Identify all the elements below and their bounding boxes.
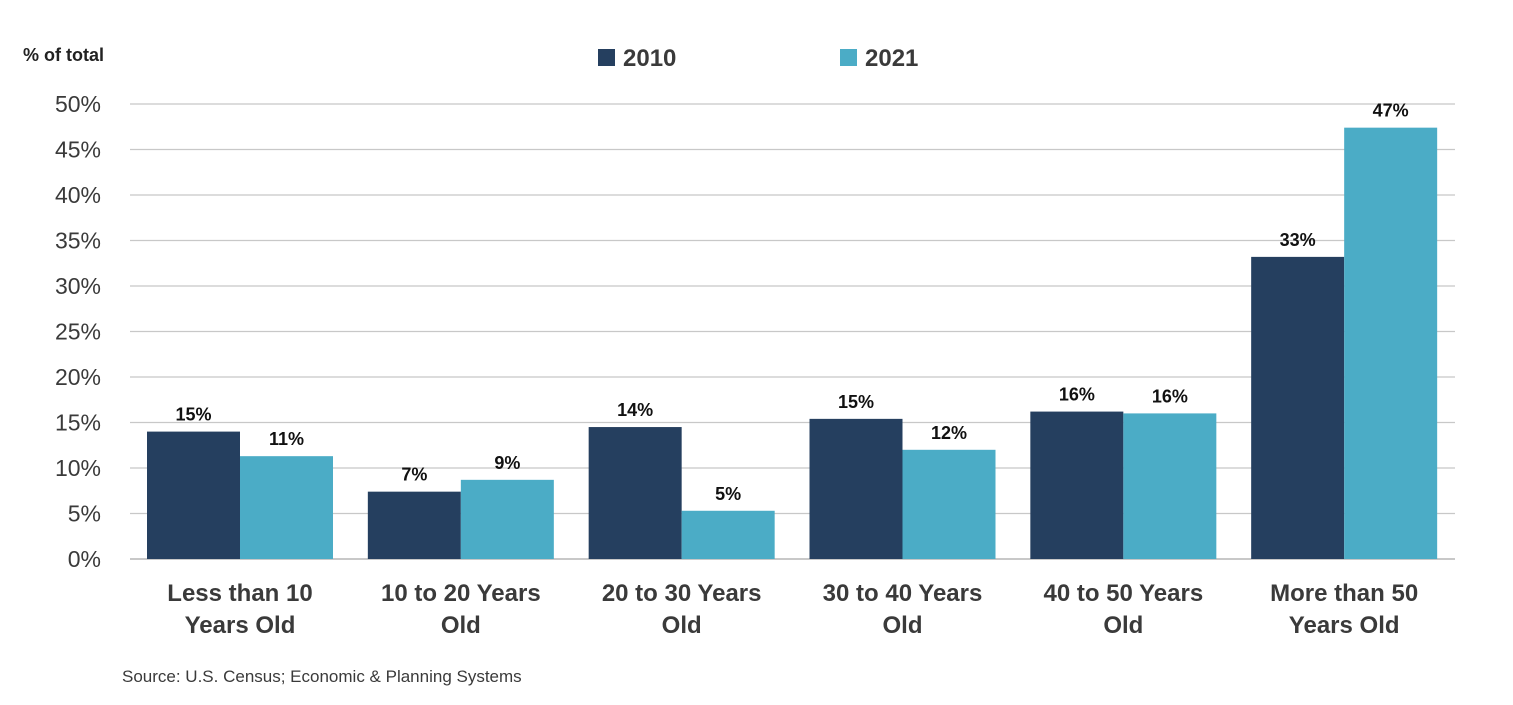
data-label: 11% [269, 429, 304, 449]
y-tick-label: 0% [68, 546, 101, 572]
bar-2021 [1344, 127, 1438, 559]
bar-2021 [681, 510, 775, 559]
x-category-label: More than 50 [1270, 580, 1418, 607]
y-tick-label: 45% [55, 137, 101, 163]
y-tick-label: 40% [55, 182, 101, 208]
source-note: Source: U.S. Census; Economic & Planning… [122, 667, 522, 686]
data-label: 15% [175, 405, 211, 425]
bar-2021 [240, 456, 333, 559]
x-category-label: Years Old [1289, 612, 1400, 639]
legend-swatch-2021 [840, 49, 857, 66]
y-tick-label: 5% [68, 501, 101, 527]
x-category-label: Old [441, 612, 481, 639]
bar-2010 [147, 431, 240, 559]
y-tick-label: 20% [55, 364, 101, 390]
legend-swatch-2010 [598, 49, 615, 66]
bar-2010 [1251, 256, 1345, 559]
data-label: 9% [494, 453, 520, 473]
data-label: 5% [715, 484, 741, 504]
x-category-label: 30 to 40 Years [823, 580, 983, 607]
x-category-label: Less than 10 [167, 580, 312, 607]
y-tick-label: 10% [55, 455, 101, 481]
x-category-label: Old [1103, 612, 1143, 639]
gridlines [130, 103, 1455, 560]
legend: 2010 2021 [598, 45, 918, 72]
bar-2021 [460, 479, 554, 559]
y-axis-ticks: 0% 5% 10% 15% 20% 25% 30% 35% 40% 45% 50% [55, 91, 101, 572]
x-category-label: Old [883, 612, 923, 639]
x-category-label: 40 to 50 Years [1043, 580, 1203, 607]
data-label: 7% [401, 465, 427, 485]
data-label: 33% [1280, 230, 1316, 250]
x-category-label: Old [662, 612, 702, 639]
x-category-label: Years Old [185, 612, 296, 639]
bar-2010 [809, 418, 903, 559]
bar-2021 [1123, 413, 1217, 559]
bars [147, 127, 1438, 559]
legend-label-2010: 2010 [623, 45, 676, 72]
data-label: 14% [617, 400, 653, 420]
y-tick-label: 25% [55, 319, 101, 345]
data-label: 12% [931, 423, 967, 443]
y-tick-label: 30% [55, 273, 101, 299]
bar-2010 [1030, 411, 1124, 559]
y-axis-label: % of total [23, 45, 104, 65]
y-tick-label: 15% [55, 410, 101, 436]
bar-2021 [902, 449, 996, 559]
data-labels: 15% 11% 7% 9% 14% 5% 15% 12% 16% 16% 33% 47% [175, 101, 1408, 504]
y-tick-label: 35% [55, 228, 101, 254]
x-category-label: 20 to 30 Years [602, 580, 762, 607]
x-axis-categories: Less than 10 Years Old 10 to 20 Years Old 20… [167, 580, 1418, 639]
y-tick-label: 50% [55, 91, 101, 117]
legend-label-2021: 2021 [865, 45, 918, 72]
data-label: 16% [1152, 386, 1188, 406]
data-label: 15% [838, 392, 874, 412]
bar-2010 [588, 427, 682, 559]
x-category-label: 10 to 20 Years [381, 580, 541, 607]
bar-2010 [367, 491, 461, 559]
data-label: 47% [1373, 101, 1409, 121]
data-label: 16% [1059, 385, 1095, 405]
